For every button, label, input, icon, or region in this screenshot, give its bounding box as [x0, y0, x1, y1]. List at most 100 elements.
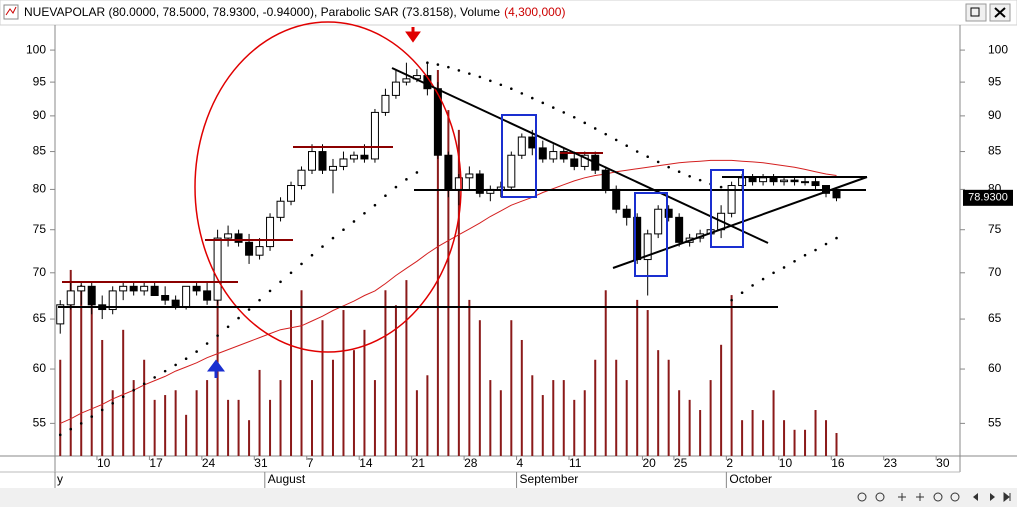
sar-dot — [415, 171, 419, 174]
volume-bar — [751, 410, 754, 456]
toolbar-button[interactable] — [916, 493, 924, 501]
volume-bar — [520, 339, 523, 456]
candle-body — [287, 185, 296, 202]
volume-bar — [426, 375, 429, 456]
sar-dot — [740, 291, 744, 295]
volume-bar — [132, 380, 135, 456]
candle-body — [255, 246, 264, 256]
title-bar — [0, 0, 1017, 26]
toolbar-button[interactable] — [875, 492, 885, 502]
candle-body — [328, 165, 337, 171]
volume-bar — [111, 390, 114, 456]
candle-body — [213, 237, 222, 301]
sar-dot — [677, 170, 681, 174]
y-tick-label: 70 — [988, 265, 1002, 279]
month-label: October — [729, 472, 772, 486]
volume-bar — [80, 284, 83, 456]
volume-bar — [101, 339, 104, 456]
candle-body — [580, 154, 589, 167]
y-tick-label: 60 — [988, 361, 1002, 375]
candle-body — [790, 179, 799, 183]
sar-dot — [352, 220, 356, 223]
y-tick-label: 55 — [988, 416, 1002, 430]
window-icon — [3, 4, 19, 20]
sar-dot — [793, 260, 796, 263]
candle-body — [77, 285, 86, 292]
candle-body — [308, 151, 317, 171]
sar-dot — [583, 121, 587, 125]
sar-dot — [625, 144, 629, 148]
sar-dot — [58, 433, 62, 437]
volume-bar — [709, 380, 712, 456]
toolbar-button[interactable] — [1003, 491, 1011, 503]
sar-dot — [551, 106, 555, 109]
annotations — [58, 21, 868, 378]
sar-dot — [121, 395, 125, 399]
x-tick-label: 25 — [674, 456, 688, 470]
toolbar-button[interactable] — [857, 492, 867, 502]
x-tick-label: 24 — [202, 456, 216, 470]
sar-dot — [719, 185, 723, 189]
candle-body — [549, 151, 558, 160]
volume-bar — [772, 390, 775, 456]
sar-dot — [69, 427, 73, 431]
sar-dot — [499, 83, 503, 87]
candle-body — [370, 111, 379, 160]
sar-dot — [100, 408, 104, 412]
volume-bar — [185, 414, 188, 456]
toolbar-button[interactable] — [950, 492, 960, 502]
volume-bar — [405, 280, 408, 456]
x-tick-label: 7 — [307, 456, 314, 470]
candle-body — [66, 290, 75, 306]
y-tick-label: 65 — [988, 311, 1002, 325]
volume-bar — [248, 420, 251, 456]
sar-dot — [814, 248, 817, 252]
toolbar-button[interactable] — [933, 492, 943, 502]
volume-bar — [489, 380, 492, 456]
last-price-label: 78.9300 — [968, 192, 1008, 204]
toolbar-button[interactable] — [990, 493, 995, 501]
sar-dot — [153, 376, 156, 379]
candle-body — [748, 177, 757, 183]
sar-dot — [824, 242, 828, 246]
sar-dot — [468, 72, 471, 75]
volume-bar — [311, 380, 314, 456]
candle-body — [465, 173, 474, 179]
volume-bar — [730, 295, 733, 456]
y-tick-label: 60 — [33, 361, 47, 375]
sar-dot — [426, 61, 429, 64]
volume-bar — [373, 380, 376, 456]
candle-body — [612, 188, 621, 210]
sar-dot — [730, 298, 733, 302]
restore-button[interactable] — [965, 3, 987, 22]
candle-body — [87, 285, 96, 306]
volume-bar — [447, 110, 450, 456]
sell-arrow — [405, 27, 421, 43]
volume-bar — [143, 359, 146, 456]
y-tick-label: 90 — [33, 108, 47, 122]
sar-dot — [79, 422, 83, 425]
candle-body — [266, 216, 275, 248]
volume-bar — [741, 420, 744, 456]
candle-body — [444, 154, 453, 190]
candle-body — [171, 299, 180, 308]
sar-dot — [761, 277, 765, 281]
volume-bar — [531, 375, 534, 456]
trend-line — [391, 67, 769, 244]
y-tick-label: 80 — [33, 182, 47, 196]
toolbar-button[interactable] — [973, 493, 978, 501]
last-price-box — [963, 189, 1013, 206]
window-icon-glyph — [5, 6, 17, 16]
sar-dot — [237, 316, 240, 320]
sar-dot — [163, 369, 167, 373]
sar-dot — [835, 236, 838, 240]
volume-bar — [290, 310, 293, 456]
toolbar-button[interactable] — [898, 493, 906, 501]
candle-body — [339, 158, 348, 167]
sar-dot — [384, 194, 387, 197]
volume-bar — [552, 380, 555, 456]
sar-dot — [447, 65, 450, 69]
